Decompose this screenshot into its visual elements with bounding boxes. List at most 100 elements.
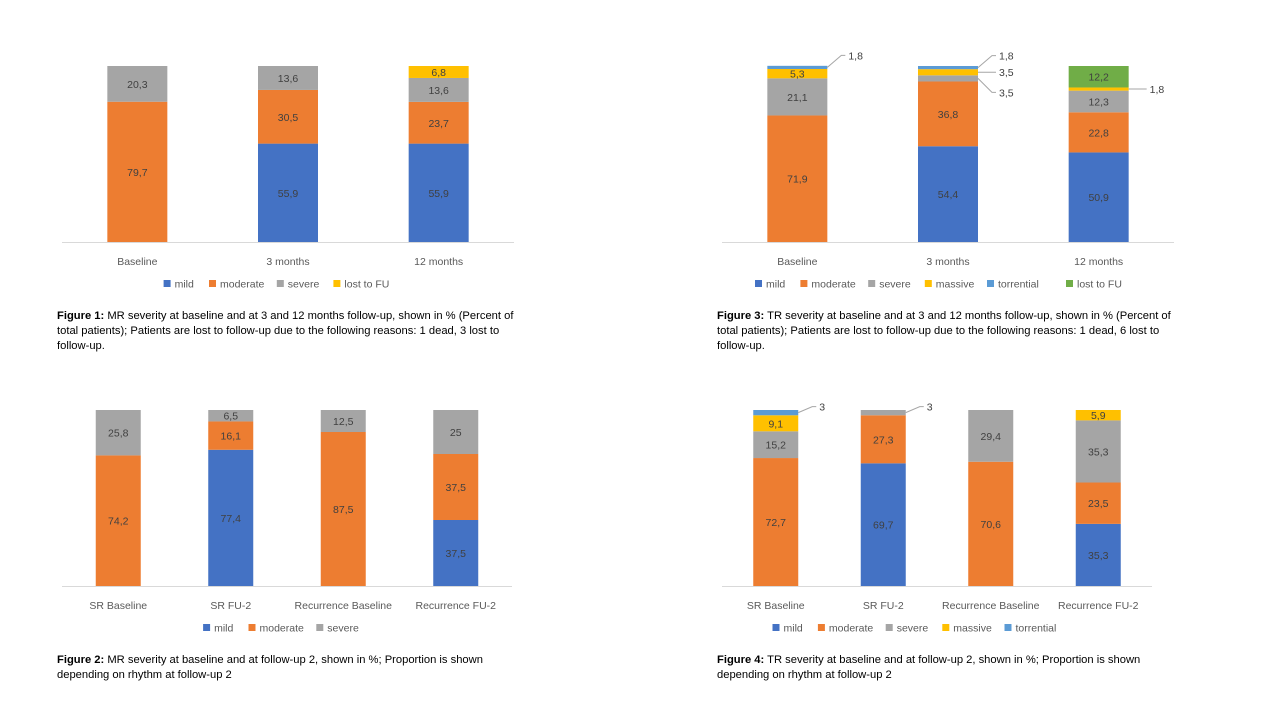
legend-swatch-severe (885, 624, 893, 631)
bar-sr-fu-2-mild (208, 449, 254, 586)
callout-line-sr-fu-2-1 (905, 406, 924, 414)
bar-12-months-lost-to-fu (408, 66, 469, 78)
data-label-12-months-mild: 50,9 (1088, 192, 1109, 204)
tick-label-sr-fu-2: SR FU-2 (863, 600, 904, 612)
tick-label-recurrence-fu-2: Recurrence FU-2 (1058, 600, 1139, 612)
bar-sr-fu-2-moderate (860, 415, 906, 464)
tick-label-12-months: 12 months (414, 256, 463, 268)
legend-item-mild: mild (772, 623, 803, 635)
bar-baseline-severe (767, 78, 828, 116)
legend-item-lost-to-fu: lost to FU (333, 279, 389, 291)
data-label-recurrence-fu-2-mild: 37,5 (446, 548, 467, 560)
figure-2-caption-label: Figure 2: (57, 654, 105, 666)
data-label-recurrence-baseline-severe: 29,4 (981, 431, 1002, 443)
legend-swatch-severe (316, 624, 324, 631)
legend-label-moderate: moderate (829, 623, 874, 635)
legend-label-mild: mild (784, 623, 803, 635)
callout-line-3-months-1 (977, 55, 996, 68)
data-label-12-months-lost-to-fu: 12,2 (1088, 72, 1109, 84)
bar-recurrence-fu-2-mild (1075, 523, 1121, 586)
bar-12-months-lost-to-fu (1068, 66, 1129, 88)
legend-swatch-massive (942, 624, 950, 631)
figure-3-chart: 71,9 21,1 5,3 Baseline 54,4 36,8 3 months 50,9 2… (722, 50, 1174, 291)
data-label-3-months-moderate: 36,8 (938, 109, 959, 121)
figure-1-caption-text: MR severity at baseline and at 3 and 12 … (57, 310, 514, 352)
tick-label-recurrence-baseline: Recurrence Baseline (942, 600, 1040, 612)
figure-3-caption-label: Figure 3: (717, 310, 765, 322)
legend-label-moderate: moderate (811, 279, 856, 291)
legend-label-moderate: moderate (260, 623, 305, 635)
legend-swatch-mild (772, 624, 780, 631)
bar-3-months-mild (918, 146, 978, 242)
legend-item-mild: mild (203, 623, 234, 635)
legend-swatch-moderate (817, 624, 825, 631)
legend-item-mild: mild (163, 279, 194, 291)
legend-swatch-mild (755, 280, 762, 287)
legend-item-severe: severe (276, 279, 320, 291)
bar-recurrence-fu-2-massive (1075, 410, 1121, 421)
legend-item-torrential: torrential (987, 279, 1039, 291)
data-label-recurrence-fu-2-mild: 35,3 (1088, 550, 1109, 562)
legend-label-mild: mild (175, 279, 194, 291)
data-label-sr-baseline-massive: 9,1 (768, 418, 783, 430)
legend-label-torrential: torrential (1016, 623, 1057, 635)
bar-recurrence-fu-2-mild (433, 520, 479, 586)
bar-recurrence-fu-2-severe (1075, 420, 1121, 483)
legend-label-mild: mild (766, 279, 785, 291)
legend-label-torrential: torrential (998, 279, 1039, 291)
bar-sr-fu-2-moderate (208, 421, 254, 450)
data-label-recurrence-baseline-severe: 12,5 (333, 416, 354, 428)
bar-recurrence-baseline-moderate (968, 461, 1014, 586)
bar-baseline-massive (767, 68, 828, 79)
data-label-12-months-moderate: 23,7 (428, 118, 449, 130)
legend-item-moderate: moderate (800, 279, 856, 291)
legend-label-severe: severe (288, 279, 320, 291)
bar-3-months-massive (918, 69, 978, 76)
tick-label-recurrence-baseline: Recurrence Baseline (295, 600, 393, 612)
bar-12-months-severe (1068, 90, 1129, 113)
bar-sr-baseline-massive (753, 415, 799, 432)
bar-baseline-torrential (767, 65, 828, 69)
bar-3-months-moderate (918, 81, 978, 147)
tick-label-baseline: Baseline (777, 256, 817, 268)
legend-swatch-moderate (209, 280, 216, 287)
figure-2-chart: 74,2 25,8 SR Baseline 77,4 16,1 6,5 SR FU-2 87,… (62, 410, 512, 635)
callout-label-baseline-0: 1,8 (848, 50, 863, 62)
data-label-12-months-lost-to-fu: 6,8 (431, 67, 446, 79)
data-label-sr-baseline-moderate: 72,7 (766, 517, 787, 529)
tick-label-sr-baseline: SR Baseline (89, 600, 147, 612)
legend-label-moderate: moderate (220, 279, 265, 291)
data-label-3-months-severe: 13,6 (278, 73, 299, 85)
callout-label-sr-fu-2-1: 3 (927, 402, 933, 414)
bar-sr-fu-2-mild (860, 463, 906, 586)
bar-baseline-moderate (767, 115, 828, 242)
bar-sr-fu-2-severe (208, 410, 254, 422)
bar-baseline-severe (107, 66, 168, 102)
data-label-12-months-mild: 55,9 (428, 188, 449, 200)
bar-recurrence-baseline-moderate (320, 432, 366, 586)
legend-swatch-moderate (800, 280, 808, 287)
legend-item-moderate: moderate (209, 279, 265, 291)
data-label-sr-baseline-severe: 25,8 (108, 428, 129, 440)
legend-swatch-lost-to-fu (333, 280, 341, 287)
legend-item-massive: massive (942, 623, 992, 635)
data-label-sr-baseline-severe: 15,2 (766, 440, 787, 452)
bar-12-months-moderate (1068, 112, 1129, 153)
legend-swatch-torrential (987, 280, 994, 287)
figure-4-caption: Figure 4: TR severity at baseline and at… (717, 653, 1187, 683)
figure-3-panel: 71,9 21,1 5,3 Baseline 54,4 36,8 3 months 50,9 2… (640, 0, 1280, 360)
bar-recurrence-fu-2-moderate (1075, 482, 1121, 524)
legend-label-severe: severe (879, 279, 911, 291)
data-label-recurrence-fu-2-moderate: 37,5 (446, 482, 467, 494)
legend-item-massive: massive (924, 279, 974, 291)
figure-2-caption-text: MR severity at baseline and at follow-up… (57, 654, 483, 681)
data-label-baseline-severe: 20,3 (127, 79, 148, 91)
figure-3-caption-text: TR severity at baseline and at 3 and 12 … (717, 310, 1171, 352)
data-label-12-months-moderate: 22,8 (1088, 127, 1109, 139)
legend-item-lost-to-fu: lost to FU (1066, 279, 1122, 291)
bar-3-months-severe (258, 66, 318, 90)
legend-item-severe: severe (885, 623, 928, 635)
callout-line-3-months-3 (977, 78, 996, 93)
bar-recurrence-fu-2-moderate (433, 454, 479, 520)
callout-label-3-months-1: 1,8 (999, 51, 1014, 63)
